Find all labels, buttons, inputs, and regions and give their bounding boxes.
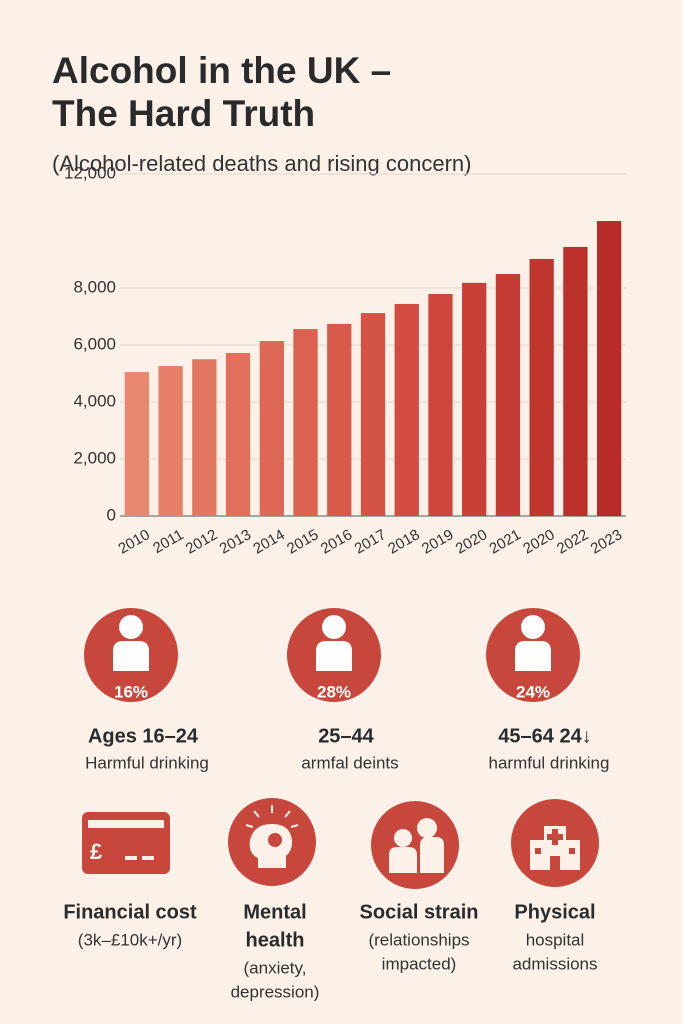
y-tick-label: 6,000	[73, 334, 116, 353]
impact-title: Physical	[514, 901, 595, 923]
stat-percent: 24%	[516, 682, 550, 701]
bar	[192, 359, 217, 516]
bar	[225, 352, 251, 516]
impact-note: (anxiety,	[244, 958, 307, 977]
bar	[462, 282, 487, 516]
impact-note: (3k–£10k+/yr)	[78, 930, 182, 949]
x-tick-label: 2022	[554, 526, 591, 557]
bar	[596, 221, 622, 516]
bar	[124, 372, 150, 516]
x-tick-label: 2017	[352, 526, 389, 557]
stat-percent: 16%	[114, 682, 148, 701]
bar	[327, 323, 352, 516]
impact-note: hospital	[526, 930, 585, 949]
svg-text:£: £	[90, 839, 103, 864]
impact-title: Social strain	[360, 901, 479, 923]
y-tick-label: 8,000	[73, 277, 116, 296]
person-icons	[113, 615, 551, 671]
stat-note: Harmful drinking	[85, 753, 209, 772]
bar	[259, 341, 284, 516]
x-tick-label: 2013	[217, 526, 254, 557]
x-tick-label: 2012	[183, 526, 220, 557]
subtitle: (Alcohol-related deaths and rising conce…	[52, 151, 471, 176]
x-tick-label: 2023	[588, 526, 625, 557]
impact-title: Financial cost	[63, 901, 197, 923]
bar	[158, 366, 183, 516]
bar	[428, 293, 453, 516]
title-line: Alcohol in the UK –	[52, 50, 391, 91]
bar	[529, 258, 554, 516]
bar	[563, 246, 588, 516]
y-tick-label: 2,000	[73, 448, 116, 467]
x-tick-label: 2021	[487, 526, 524, 557]
stat-label: Ages 16–24	[88, 725, 199, 747]
x-tick-label: 2020	[520, 526, 557, 557]
y-tick-label: 4,000	[73, 391, 116, 410]
x-tick-label: 2020	[453, 526, 490, 557]
stat-label: 25–44	[318, 725, 374, 747]
x-tick-label: 2016	[318, 526, 355, 557]
bar	[394, 303, 419, 516]
impact-note: (relationships	[368, 930, 469, 949]
y-tick-label: 12,000	[64, 163, 116, 182]
title-line: The Hard Truth	[52, 93, 315, 134]
impact-title: health	[246, 929, 305, 951]
bar	[495, 274, 521, 516]
y-tick-label: 0	[107, 505, 116, 524]
bar	[293, 329, 318, 516]
x-tick-label: 2014	[250, 526, 287, 557]
stat-label: 45–64 24↓	[498, 725, 591, 747]
x-tick-label: 2015	[284, 526, 321, 557]
impact-note: admissions	[512, 954, 597, 973]
bar	[360, 313, 386, 516]
impact-icons: £	[82, 798, 599, 889]
impact-title: Mental	[243, 901, 306, 923]
impact-note: impacted)	[382, 954, 457, 973]
impact-note: depression)	[231, 982, 320, 1001]
x-tick-label: 2010	[115, 526, 152, 557]
x-tick-label: 2018	[385, 526, 422, 557]
stat-note: armfal deints	[301, 753, 398, 772]
stat-note: harmful drinking	[489, 753, 610, 772]
stat-percent: 28%	[317, 682, 351, 701]
x-tick-label: 2019	[419, 526, 456, 557]
x-tick-label: 2011	[150, 526, 186, 557]
